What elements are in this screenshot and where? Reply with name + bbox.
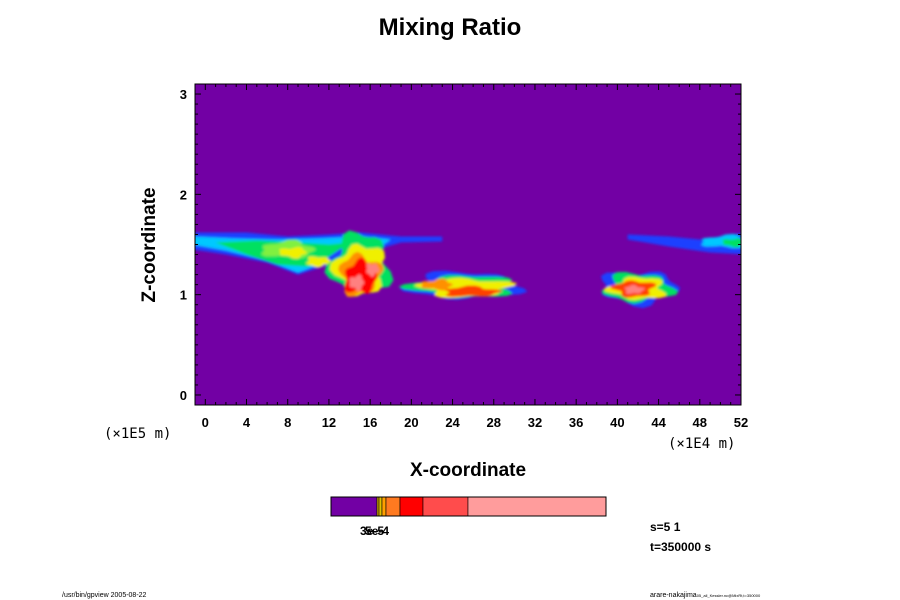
core-pink — [349, 274, 365, 292]
y-scale-note: (×1E5 m) — [104, 426, 172, 442]
x-tick-label: 24 — [445, 415, 460, 430]
x-scale-note: (×1E4 m) — [668, 436, 736, 452]
x-tick-label: 4 — [243, 415, 251, 430]
cloud-field — [195, 230, 741, 309]
y-tick-label: 2 — [180, 187, 187, 202]
footer-file-info: 05_all_Kessler.nc@MixRt,t=350000 — [696, 593, 761, 598]
x-tick-label: 36 — [569, 415, 583, 430]
band-right-green — [722, 238, 741, 248]
info-line-1: s=5 1 — [650, 520, 681, 534]
x-tick-label: 40 — [610, 415, 624, 430]
colorbar-segment — [381, 496, 387, 517]
band-left-yellow-2 — [305, 256, 333, 268]
chart-title: Mixing Ratio — [378, 14, 522, 41]
colorbar-labels: 3e-55e-4 — [360, 524, 389, 538]
info-line-2: t=350000 s — [650, 540, 712, 554]
colorbar-segment — [330, 496, 378, 517]
x-tick-label: 32 — [528, 415, 542, 430]
colorbar-frame — [330, 496, 607, 517]
x-tick-label: 16 — [363, 415, 377, 430]
colorbar-label-first: 3e-5 — [360, 524, 385, 538]
middle-orange — [421, 278, 454, 291]
right-pink — [624, 284, 645, 294]
colorbar-label-second: 5e-4 — [365, 524, 390, 538]
colorbar-segment — [378, 496, 383, 517]
y-tick-label: 3 — [180, 87, 187, 102]
x-tick-label: 28 — [487, 415, 501, 430]
footer-left: /usr/bin/gpview 2005-08-22 — [62, 592, 147, 599]
x-axis-label: X-coordinate — [409, 460, 527, 481]
middle-red — [444, 285, 502, 297]
x-tick-label: 44 — [651, 415, 666, 430]
x-tick-label: 48 — [693, 415, 707, 430]
footer-author: arare-nakajima — [650, 592, 697, 599]
y-tick-label: 1 — [180, 288, 187, 303]
colorbar-segment — [422, 496, 469, 517]
footer-right: arare-nakajima05_all_Kessler.nc@MixRt,t=… — [650, 592, 760, 599]
x-tick-label: 52 — [734, 415, 748, 430]
x-tick-label: 12 — [322, 415, 336, 430]
colorbar-segment — [399, 496, 424, 517]
y-tick-label: 0 — [180, 388, 187, 403]
colorbar-segment — [385, 496, 401, 517]
band-left-yellow — [279, 246, 308, 259]
x-tick-label: 8 — [284, 415, 291, 430]
x-tick-label: 0 — [202, 415, 209, 430]
x-tick-label: 20 — [404, 415, 418, 430]
colorbar-segment — [467, 496, 607, 517]
core-pink-2 — [366, 263, 380, 278]
